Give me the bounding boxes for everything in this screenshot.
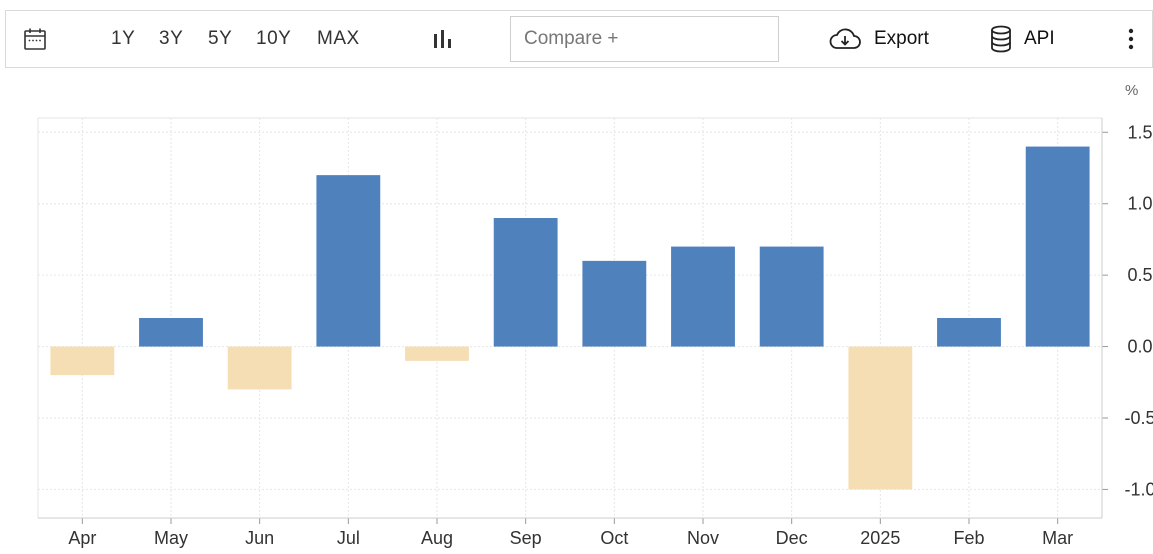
- y-tick-label: 1.5: [1127, 122, 1152, 142]
- x-tick-label: Oct: [600, 528, 628, 548]
- calendar-icon[interactable]: [20, 11, 50, 67]
- y-tick-label: 1.0: [1127, 194, 1152, 214]
- chart-plot: -1.0 -0.5 0.0 0.5 1.0 1.5 Apr May Jun Jul Aug Sep Oc…: [37, 117, 1153, 548]
- compare-input[interactable]: [510, 16, 779, 62]
- bar-jun[interactable]: [227, 346, 292, 390]
- cloud-download-icon: [829, 28, 861, 49]
- y-tick-label: -1.0: [1124, 479, 1153, 499]
- x-tick-label: Sep: [510, 528, 542, 548]
- more-vertical-icon[interactable]: [1121, 11, 1141, 67]
- bar-may[interactable]: [139, 318, 203, 347]
- api-label: API: [1024, 28, 1055, 49]
- api-button[interactable]: API: [990, 11, 1055, 67]
- range-10y-button[interactable]: 10Y: [256, 28, 292, 49]
- x-tick-label: Mar: [1042, 528, 1073, 548]
- bar-2025[interactable]: [848, 346, 913, 490]
- bar-chart: % -1.0 -0.5 0.0 0.5 1.0 1.5 Apr May Jun Jul Aug Sep…: [0, 68, 1153, 554]
- y-tick-label: -0.5: [1124, 408, 1153, 428]
- x-tick-label: Nov: [687, 528, 719, 548]
- x-tick-label: Jul: [337, 528, 360, 548]
- x-tick-label: Dec: [776, 528, 808, 548]
- x-tick-label: Apr: [68, 528, 96, 548]
- bar-chart-icon[interactable]: [430, 11, 456, 67]
- range-1y-button[interactable]: 1Y: [111, 28, 136, 49]
- database-icon: [991, 25, 1011, 53]
- bar-aug[interactable]: [405, 346, 469, 361]
- range-5y-button[interactable]: 5Y: [208, 28, 233, 49]
- x-tick-label: Aug: [421, 528, 453, 548]
- bar-apr[interactable]: [50, 346, 115, 376]
- bar-dec[interactable]: [759, 246, 824, 347]
- x-tick-label: May: [154, 528, 188, 548]
- bar-feb[interactable]: [937, 318, 1001, 347]
- bar-nov[interactable]: [671, 246, 735, 347]
- x-tick-label: Feb: [953, 528, 984, 548]
- export-button[interactable]: Export: [828, 11, 929, 67]
- unit-label: %: [1125, 82, 1139, 99]
- bar-jul[interactable]: [316, 175, 381, 347]
- bar-oct[interactable]: [582, 260, 647, 347]
- range-max-button[interactable]: MAX: [317, 28, 360, 49]
- chart-toolbar: 1Y 3Y 5Y 10Y MAX Export API: [5, 10, 1153, 68]
- y-tick-label: 0.0: [1127, 337, 1152, 357]
- export-label: Export: [874, 28, 929, 49]
- y-tick-label: 0.5: [1127, 265, 1152, 285]
- x-tick-label: Jun: [245, 528, 274, 548]
- bar-mar[interactable]: [1025, 146, 1090, 347]
- bar-sep[interactable]: [493, 218, 558, 347]
- range-3y-button[interactable]: 3Y: [159, 28, 184, 49]
- x-tick-label: 2025: [860, 528, 900, 548]
